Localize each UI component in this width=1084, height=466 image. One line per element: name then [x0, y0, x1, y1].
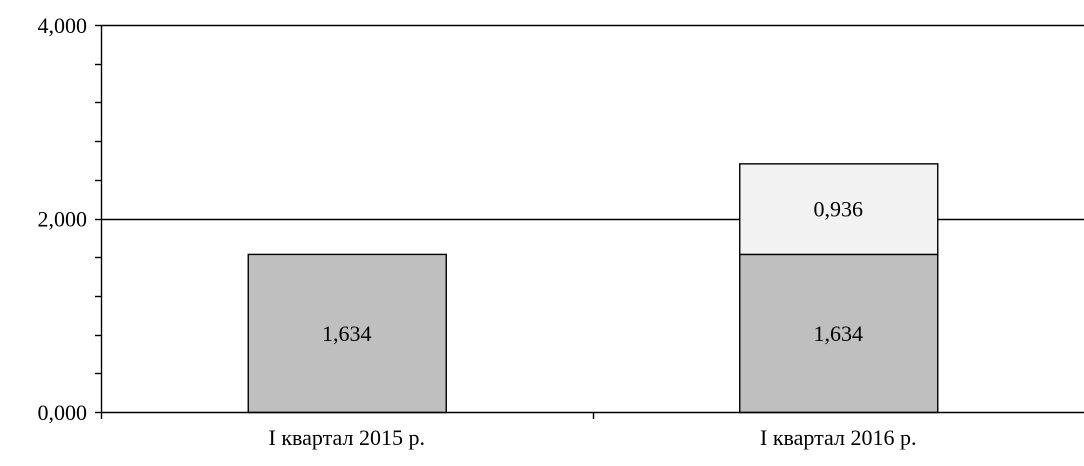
y-tick-label-2: 4,000: [38, 13, 88, 38]
x-tick-label-0: I квартал 2015 р.: [269, 425, 425, 450]
data-label-1-1: 0,936: [814, 197, 864, 222]
data-label-0-0: 1,634: [322, 321, 372, 346]
bar-0-0: [247, 253, 447, 414]
y-tick-label-1: 2,000: [38, 207, 88, 232]
bar-1-1: [739, 163, 939, 256]
data-label-1-0: 1,634: [814, 321, 864, 346]
bars: [247, 163, 939, 414]
axes: [95, 24, 1084, 419]
labels: 1,634 1,634 0,936 0,000 2,000 4,000 I квартал …: [38, 13, 917, 450]
y-tick-label-0: 0,000: [38, 400, 88, 425]
x-tick-label-1: I квартал 2016 р.: [760, 425, 916, 450]
